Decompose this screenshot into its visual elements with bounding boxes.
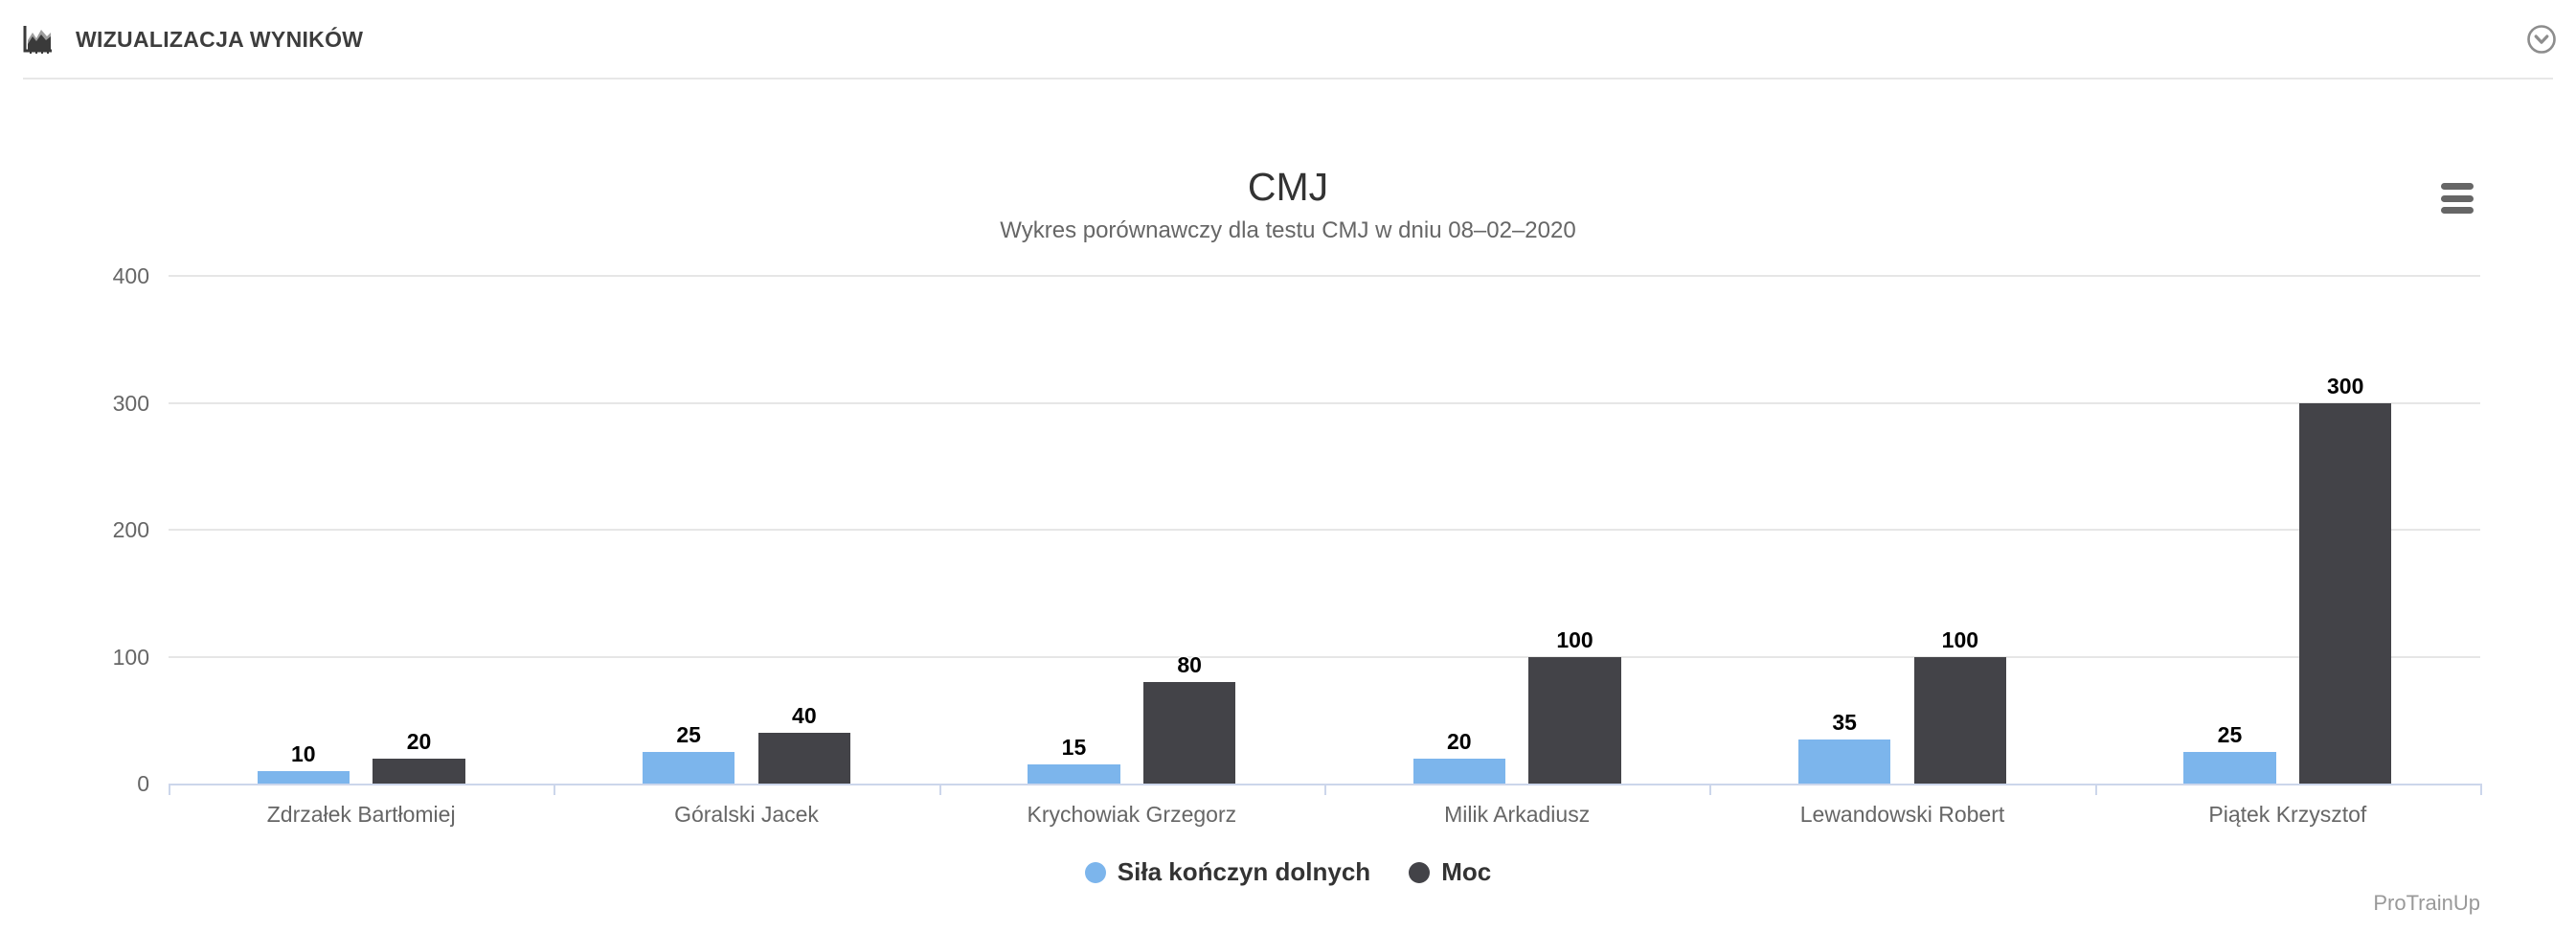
legend-label: Siła kończyn dolnych	[1117, 857, 1371, 886]
chart-legend: Siła kończyn dolnych Moc	[0, 857, 2576, 887]
column-bar[interactable]	[1142, 682, 1236, 784]
data-label: 100	[1556, 626, 1593, 652]
x-axis-label: Góralski Jacek	[674, 802, 819, 827]
x-axis-label: Milik Arkadiusz	[1444, 802, 1591, 827]
y-axis-label: 300	[112, 390, 149, 416]
column-bar[interactable]	[1028, 764, 1120, 784]
gridline	[169, 529, 2480, 531]
hamburger-menu-icon	[2441, 194, 2474, 202]
data-label: 300	[2326, 373, 2364, 398]
area-chart-icon	[23, 25, 52, 54]
x-axis-tick	[554, 785, 556, 795]
y-axis-label: 400	[112, 263, 149, 288]
x-axis-label: Lewandowski Robert	[1799, 802, 2005, 827]
x-axis-label: Krychowiak Grzegorz	[1027, 802, 1237, 827]
header-divider	[23, 78, 2553, 80]
column-bar[interactable]	[257, 770, 350, 784]
legend-circle-marker-icon	[1409, 861, 1431, 883]
column-bar[interactable]	[1528, 656, 1621, 784]
column-bar[interactable]	[2183, 751, 2276, 784]
data-label: 20	[1447, 728, 1472, 754]
panel-header-left: WIZUALIZACJA WYNIKÓW	[22, 24, 363, 56]
credits-link[interactable]: ProTrainUp	[2373, 891, 2480, 915]
data-label: 25	[676, 721, 701, 747]
data-label: 100	[1941, 626, 1979, 652]
x-axis-label: Zdrzałek Bartłomiej	[266, 802, 456, 827]
legend-circle-marker-icon	[1084, 861, 1106, 883]
column-bar[interactable]	[757, 733, 851, 784]
y-axis-label: 200	[112, 517, 149, 542]
y-axis-label: 100	[112, 644, 149, 670]
data-label: 40	[792, 703, 817, 728]
column-bar[interactable]	[1412, 758, 1506, 784]
hamburger-menu-icon	[2441, 183, 2474, 190]
x-axis-tick	[1709, 785, 1712, 795]
x-axis-line	[169, 784, 2482, 785]
panel-header: WIZUALIZACJA WYNIKÓW	[0, 0, 2576, 79]
gridline	[169, 401, 2480, 404]
data-label: 20	[406, 728, 432, 754]
chart-subtitle: Wykres porównawczy dla testu CMJ w dniu …	[1000, 217, 1576, 243]
column-bar[interactable]	[642, 751, 735, 784]
x-axis-tick	[1324, 785, 1326, 795]
data-label: 35	[1832, 709, 1857, 735]
data-label: 80	[1177, 652, 1202, 677]
chart-title: CMJ	[1247, 165, 1329, 209]
y-axis-label: 0	[137, 771, 149, 796]
gridline	[169, 275, 2480, 277]
hamburger-menu-icon	[2441, 207, 2474, 214]
column-bar[interactable]	[1797, 739, 1891, 784]
legend-label: Moc	[1441, 857, 1492, 886]
column-bar[interactable]	[2298, 402, 2392, 784]
column-bar[interactable]	[373, 758, 465, 784]
panel-collapse-button[interactable]	[2526, 24, 2557, 55]
chevron-down-icon	[2527, 25, 2556, 54]
x-axis-label: Piątek Krzysztof	[2208, 802, 2367, 827]
data-label: 10	[291, 740, 316, 766]
gridline	[169, 655, 2480, 658]
chart-export-menu-button[interactable]	[2441, 183, 2477, 214]
data-label: 25	[2217, 721, 2243, 747]
legend-item[interactable]: Siła kończyn dolnych	[1084, 857, 1371, 887]
x-axis-tick	[2094, 785, 2097, 795]
panel-title: WIZUALIZACJA WYNIKÓW	[76, 26, 364, 52]
x-axis-tick	[169, 785, 170, 795]
legend-item[interactable]: Moc	[1409, 857, 1491, 887]
x-axis-tick	[2480, 785, 2482, 795]
data-label: 15	[1061, 735, 1087, 761]
column-bar[interactable]	[1913, 656, 2007, 784]
x-axis-tick	[938, 785, 941, 795]
